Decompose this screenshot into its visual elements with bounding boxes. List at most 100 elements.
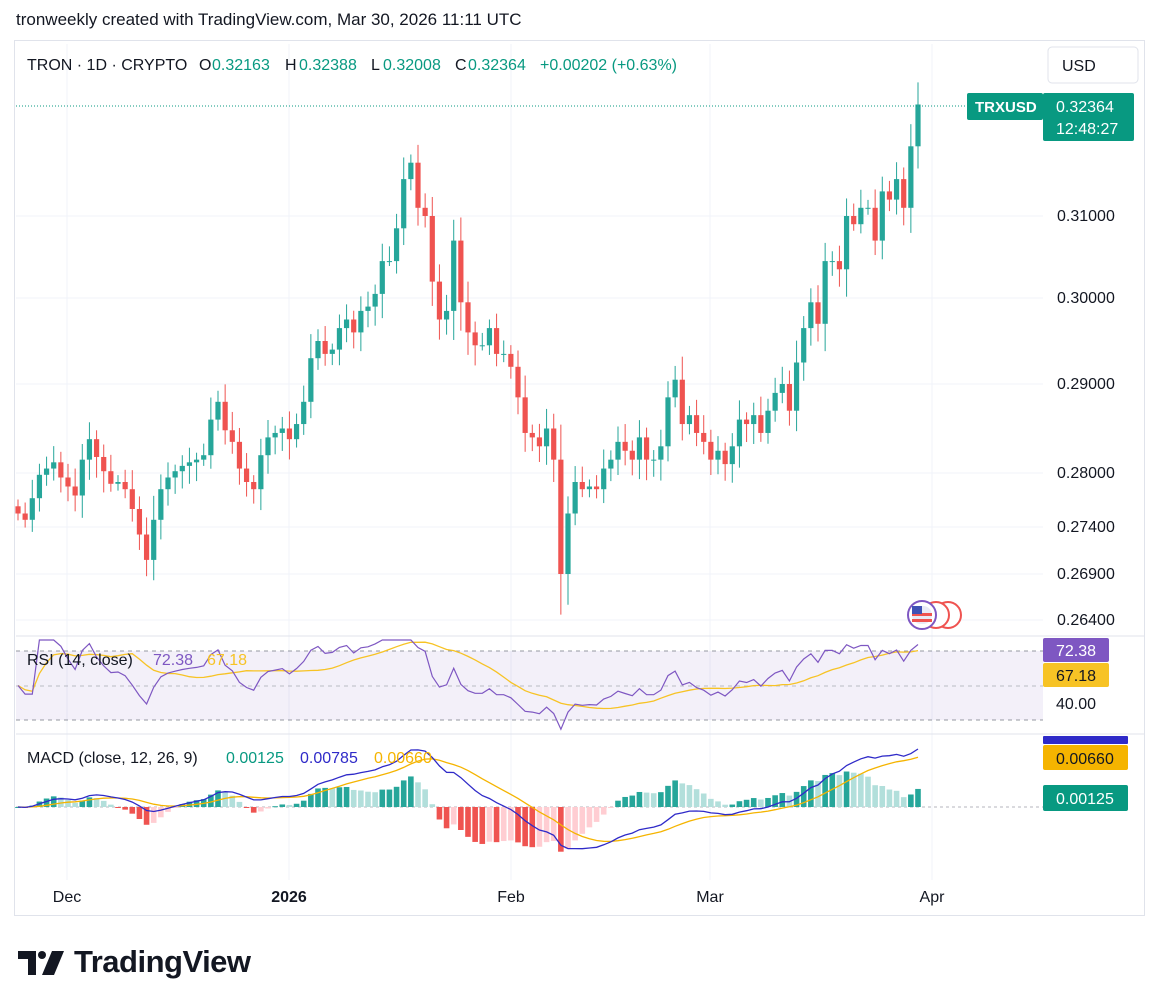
candle-body: [722, 450, 728, 465]
macd-histogram-bar: [165, 807, 171, 812]
time-axis-label: 2026: [271, 889, 307, 906]
rsi-axis-tag: 72.38: [1056, 643, 1096, 660]
currency-button[interactable]: USD: [1047, 46, 1139, 84]
candle-body: [758, 415, 764, 433]
candle-body: [58, 462, 64, 478]
candle-body: [658, 446, 664, 460]
us-flag-event-icon[interactable]: [907, 600, 962, 630]
candle-body: [851, 216, 857, 225]
candle-body: [701, 432, 707, 442]
candle-body: [765, 410, 771, 433]
candle-body: [286, 428, 293, 440]
macd-histogram-bar: [822, 774, 828, 807]
macd-histogram-bar: [429, 804, 436, 807]
macd-histogram-bar: [265, 807, 271, 809]
legend-high-value: 0.32388: [299, 57, 357, 74]
time-axis-label: Mar: [696, 889, 724, 906]
macd-histogram-bar: [343, 786, 350, 807]
candle-body: [451, 240, 457, 311]
macd-histogram-bar: [558, 807, 564, 852]
macd-histogram-bar: [465, 807, 471, 837]
candle-body: [151, 519, 157, 560]
macd-histogram-bar: [393, 786, 400, 807]
candle-body: [558, 459, 564, 574]
macd-histogram-bar: [222, 792, 228, 807]
candle-body: [22, 513, 28, 520]
candle-body: [401, 179, 407, 229]
candle-body: [858, 207, 864, 225]
candle-body: [536, 437, 543, 447]
macd-histogram-bar: [286, 804, 293, 807]
candle-body: [308, 358, 314, 402]
candle-body: [172, 471, 178, 478]
price-tag-price: 0.32364: [1056, 99, 1114, 116]
candle-body: [129, 489, 135, 509]
legend-open-value: 0.32163: [212, 57, 270, 74]
candle-body: [43, 468, 50, 475]
macd-pane[interactable]: MACD (close, 12, 26, 9) 0.00125 0.00785 …: [15, 736, 1128, 852]
time-axis-label: Feb: [497, 889, 525, 906]
candle-body: [222, 401, 228, 431]
macd-histogram-bar: [636, 791, 643, 807]
macd-histogram-bar: [436, 807, 443, 820]
candle-body: [865, 207, 871, 209]
currency-label: USD: [1062, 58, 1096, 75]
legend-close-label: C: [455, 57, 467, 74]
chart-frame[interactable]: [14, 40, 1145, 916]
candle-body: [343, 319, 350, 329]
rsi-pane[interactable]: RSI (14, close) 72.38 67.18 72.38 67.18 …: [16, 638, 1109, 731]
macd-histogram-bar: [550, 807, 557, 842]
macd-histogram-bar: [358, 790, 364, 807]
macd-histogram-bar: [86, 797, 93, 807]
macd-histogram-bar: [108, 804, 114, 807]
macd-histogram-bar: [622, 796, 628, 807]
macd-histogram-bar: [408, 776, 414, 807]
rsi-level-label: 40.00: [1056, 696, 1096, 713]
candlestick-chart[interactable]: TRON · 1D · CRYPTO O 0.32163 H 0.32388 L…: [0, 0, 1160, 920]
macd-histogram-bar: [729, 804, 736, 807]
candle-body: [815, 302, 821, 324]
macd-histogram-bar: [315, 788, 321, 807]
candle-body: [165, 477, 171, 490]
macd-histogram-bar: [43, 798, 50, 807]
candle-body: [772, 392, 778, 411]
macd-histogram-bar: [693, 789, 700, 807]
candles: [15, 82, 921, 615]
candle-body: [408, 162, 414, 180]
price-axis-label: 0.29000: [1057, 376, 1115, 393]
macd-histogram-bar: [793, 791, 800, 807]
candle-body: [801, 328, 807, 363]
candle-body: [893, 179, 900, 200]
price-axis-label: 0.26900: [1057, 566, 1115, 583]
price-axis[interactable]: 0.31000 0.30000 0.29000 0.28000 0.27400 0.269…: [1057, 208, 1115, 629]
macd-histogram-bar: [72, 802, 78, 807]
candle-body: [486, 328, 493, 346]
macd-histogram-bar: [208, 794, 214, 807]
macd-histogram-bar: [708, 798, 714, 807]
time-axis-label: Dec: [53, 889, 81, 906]
candle-body: [436, 281, 443, 320]
macd-histogram-bar: [872, 785, 878, 807]
macd-histogram-bar: [322, 787, 328, 807]
time-axis-label: Apr: [920, 889, 946, 906]
tradingview-logo-text: TradingView: [74, 944, 251, 979]
candle-body: [236, 441, 243, 469]
macd-histogram-bar: [186, 801, 193, 807]
tradingview-logo[interactable]: TradingView: [18, 944, 251, 980]
macd-histogram-bar: [850, 772, 857, 807]
macd-histogram-bar: [529, 807, 536, 848]
candle-body: [693, 415, 700, 433]
macd-histogram-bar: [293, 803, 300, 807]
candle-body: [643, 437, 650, 460]
time-axis[interactable]: Dec 2026 Feb Mar Apr: [53, 889, 945, 906]
price-axis-label: 0.31000: [1057, 208, 1115, 225]
macd-histogram-bar: [508, 807, 514, 841]
candle-body: [786, 384, 793, 411]
macd-histogram-bar: [415, 782, 421, 807]
macd-histogram-bar: [329, 788, 336, 807]
price-axis-label: 0.30000: [1057, 290, 1115, 307]
candle-body: [372, 293, 378, 307]
macd-histogram-bar: [572, 807, 578, 841]
price-axis-label: 0.27400: [1057, 519, 1115, 536]
macd-histogram-bar: [900, 797, 907, 807]
